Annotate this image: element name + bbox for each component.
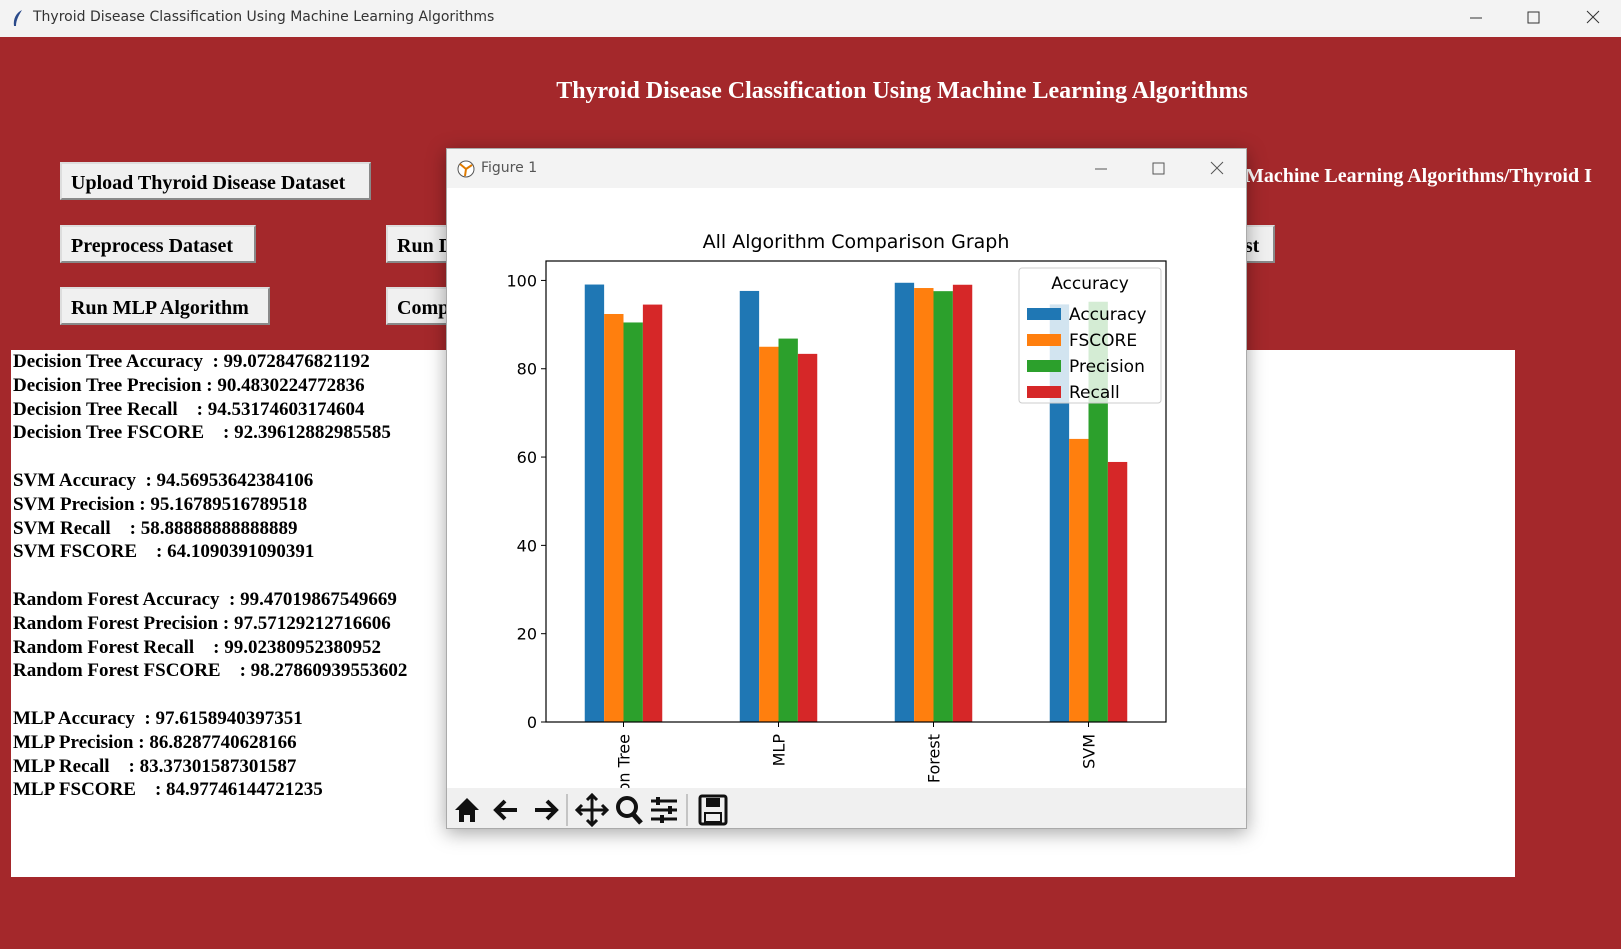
toolbar [447,788,1246,828]
y-tick-label: 40 [517,536,537,555]
bar [894,282,915,722]
bar [1107,461,1128,722]
legend-swatch [1027,386,1061,398]
bar [604,313,624,722]
result-line: Random Forest FSCORE : 98.27860939553602 [13,660,408,682]
bar [797,353,818,722]
legend-label: Precision [1069,357,1145,377]
title-bar: Thyroid Disease Classification Using Mac… [0,0,1621,37]
result-line: MLP Recall : 83.37301587301587 [13,755,297,777]
result-line: SVM Recall : 58.88888888888889 [13,517,298,539]
result-line: Random Forest Recall : 99.02380952380952 [13,636,382,658]
legend-swatch [1027,308,1061,320]
bar [1088,301,1108,722]
bar [1069,438,1089,722]
bar [759,346,779,722]
result-line: Decision Tree FSCORE : 92.39612882985585 [13,422,391,444]
result-line: Random Forest Accuracy : 99.470198675496… [13,588,397,610]
legend-title: Accuracy [1051,274,1129,294]
result-line: MLP FSCORE : 84.97746144721235 [13,779,323,801]
window-title: Thyroid Disease Classification Using Mac… [33,9,495,25]
x-tick-label: Decision Tree [615,734,634,788]
legend-label: FSCORE [1069,331,1137,351]
bar [739,290,760,722]
bar [933,291,953,722]
legend-label: Recall [1069,383,1120,403]
result-line: MLP Precision : 86.8287740628166 [13,731,297,753]
x-tick-label: MLP [770,734,789,767]
result-line: Decision Tree Precision : 90.48302247728… [13,374,365,396]
bar [584,284,605,722]
result-line: Decision Tree Recall : 94.53174603174604 [13,398,365,420]
result-line: Random Forest Precision : 97.57129212716… [13,612,391,634]
x-tick-label: Random Forest [925,734,944,788]
chart-title: All Algorithm Comparison Graph [703,231,1010,253]
result-line: SVM Precision : 95.16789516789518 [13,493,308,515]
result-line: Decision Tree Accuracy : 99.072847682119… [13,351,370,372]
button[interactable]: Preprocess Dataset [60,225,256,263]
bar [642,304,663,722]
legend-swatch [1027,334,1061,346]
chart: All Algorithm Comparison Graph 0 20 40 60 80 1… [506,231,1167,788]
bar [952,284,973,722]
y-tick-label: 0 [527,713,537,732]
figure-icon [457,160,475,178]
app-heading: Thyroid Disease Classification Using Mac… [556,78,1248,104]
figure-controls[interactable] [1087,159,1237,179]
app-icon [13,10,22,26]
bar [778,338,798,722]
y-tick-label: 100 [506,271,537,290]
figure-window: Figure 1 All Algorithm Comparison Graph 0… [446,148,1247,829]
button[interactable]: Upload Thyroid Disease Dataset [60,162,371,200]
window-controls[interactable] [1460,8,1610,28]
figure-title-bar: Figure 1 [447,149,1246,188]
figure-title: Figure 1 [481,160,538,176]
y-tick-label: 20 [517,625,537,644]
bar [914,288,934,722]
result-line: SVM Accuracy : 94.56953642384106 [13,469,314,491]
toolbar-icons[interactable] [447,788,747,828]
y-tick-label: 80 [517,360,537,379]
legend-label: Accuracy [1069,305,1147,325]
bar [1049,304,1070,722]
x-tick-label: SVM [1080,734,1099,769]
button[interactable]: Run MLP Algorithm [60,287,270,325]
y-tick-label: 60 [517,448,537,467]
result-line: MLP Accuracy : 97.6158940397351 [13,707,303,729]
legend-swatch [1027,360,1061,372]
result-line: SVM FSCORE : 64.1090391090391 [13,541,315,563]
axes-frame [545,260,1167,723]
path-label: Machine Learning Algorithms/Thyroid I [1245,165,1592,187]
bar [623,322,643,722]
